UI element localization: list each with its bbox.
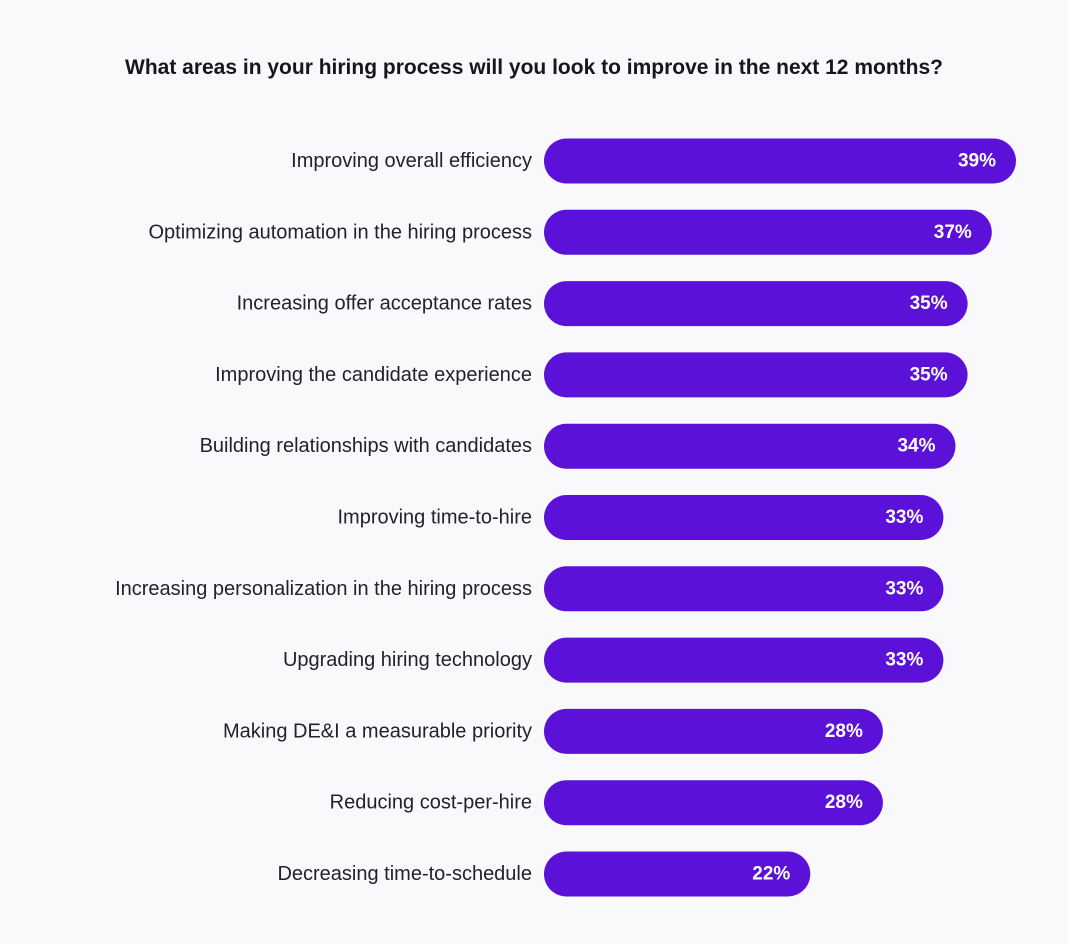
value-label: 33% bbox=[885, 578, 923, 599]
category-label: Upgrading hiring technology bbox=[283, 649, 532, 671]
category-label: Decreasing time-to-schedule bbox=[277, 863, 532, 885]
category-label: Building relationships with candidates bbox=[200, 435, 532, 457]
value-label: 35% bbox=[910, 364, 948, 385]
bar bbox=[544, 780, 883, 826]
value-label: 37% bbox=[934, 222, 972, 243]
bar bbox=[544, 138, 1016, 184]
category-label: Improving overall efficiency bbox=[291, 150, 532, 172]
category-label: Optimizing automation in the hiring proc… bbox=[148, 221, 532, 243]
chart-title: What areas in your hiring process will y… bbox=[125, 56, 943, 79]
value-label: 28% bbox=[825, 721, 863, 742]
value-label: 33% bbox=[885, 507, 923, 528]
bar bbox=[544, 851, 811, 897]
bar bbox=[544, 708, 883, 754]
category-label: Increasing offer acceptance rates bbox=[237, 293, 532, 315]
value-label: 28% bbox=[825, 792, 863, 813]
category-label: Reducing cost-per-hire bbox=[330, 792, 532, 814]
value-label: 34% bbox=[897, 436, 935, 457]
bar bbox=[544, 637, 944, 683]
category-label: Improving the candidate experience bbox=[215, 364, 532, 386]
bar bbox=[544, 423, 956, 469]
value-label: 33% bbox=[885, 650, 923, 671]
bar bbox=[544, 495, 944, 540]
category-label: Making DE&I a measurable priority bbox=[223, 720, 532, 742]
category-label: Improving time-to-hire bbox=[337, 507, 532, 529]
category-label: Increasing personalization in the hiring… bbox=[115, 578, 532, 600]
value-label: 22% bbox=[752, 864, 790, 885]
bar bbox=[544, 352, 968, 398]
bar bbox=[544, 281, 968, 327]
bar bbox=[544, 566, 944, 612]
value-label: 39% bbox=[958, 151, 996, 172]
value-label: 35% bbox=[910, 293, 948, 314]
bar bbox=[544, 209, 992, 255]
